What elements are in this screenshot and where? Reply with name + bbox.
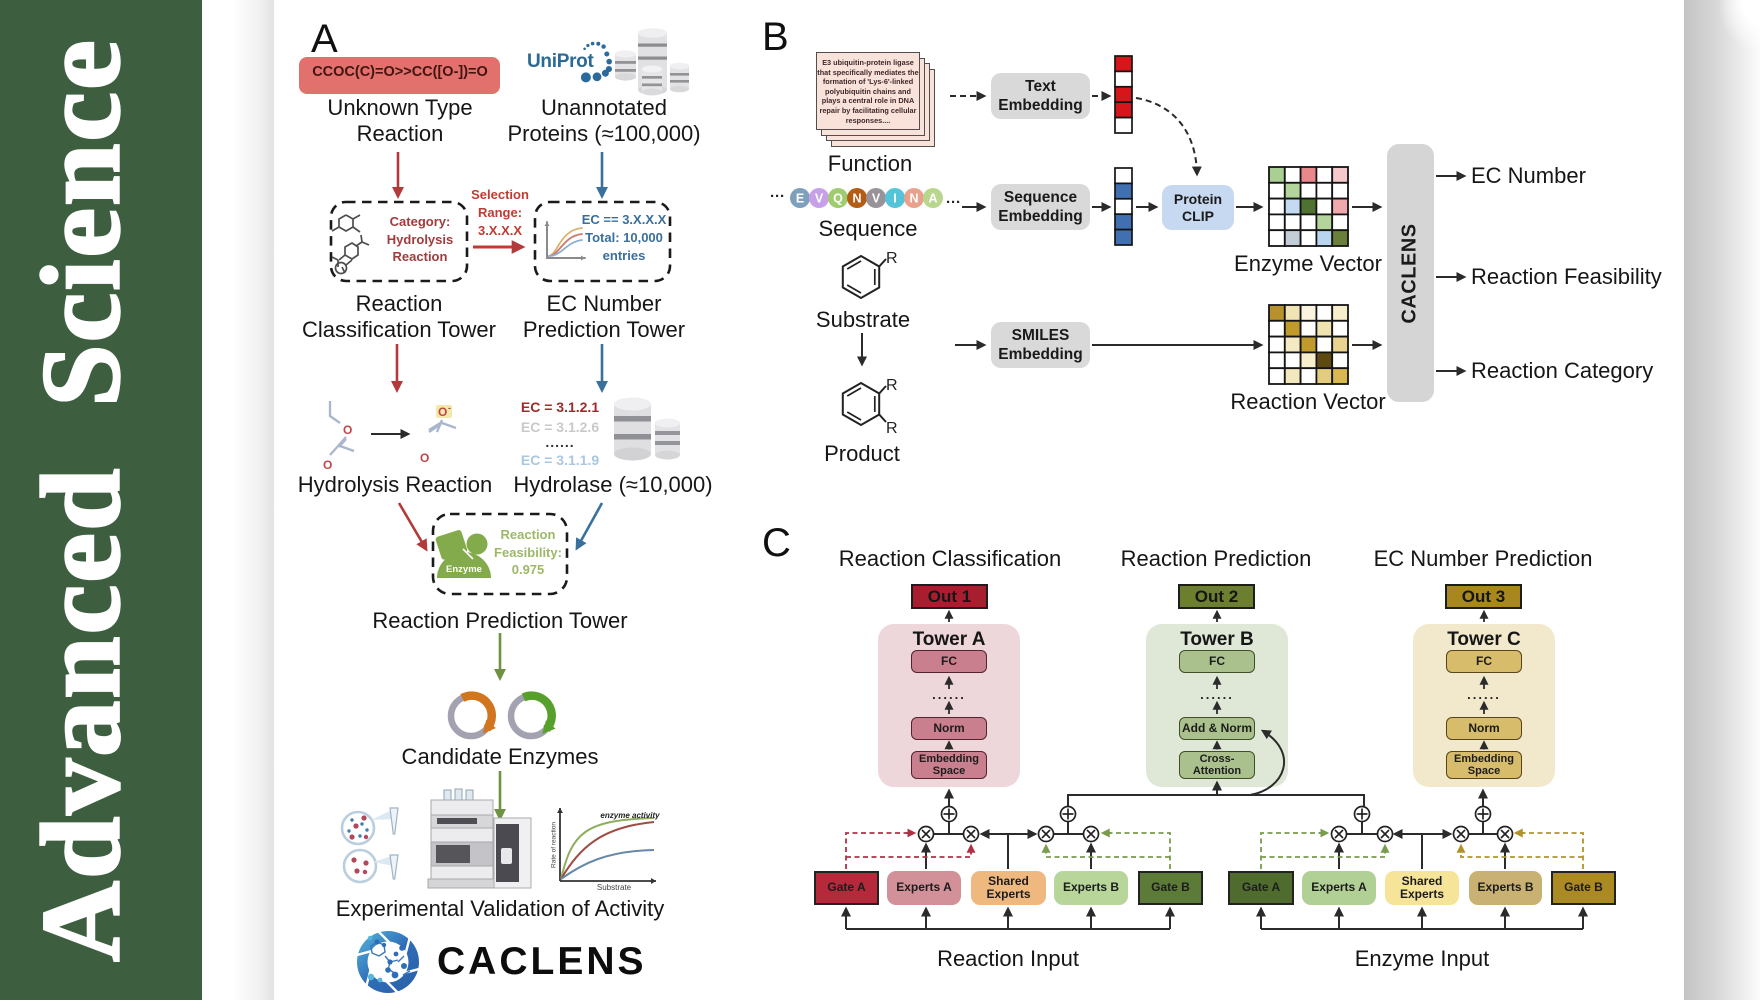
svg-text:......: ...... (1467, 687, 1501, 702)
svg-text:R: R (886, 377, 898, 394)
svg-text:O: O (438, 405, 447, 419)
svg-text:···: ··· (770, 188, 785, 205)
svg-text:I: I (893, 192, 896, 206)
svg-text:Rate of reaction: Rate of reaction (551, 822, 558, 868)
svg-text:R: R (886, 420, 898, 437)
svg-text:enzyme activity: enzyme activity (600, 811, 660, 820)
svg-text:Enzyme: Enzyme (446, 564, 482, 575)
svg-text:N: N (909, 192, 918, 206)
svg-text:···: ··· (946, 194, 961, 211)
svg-text:O: O (323, 458, 332, 472)
svg-text:A: A (928, 192, 937, 206)
svg-text:......: ...... (932, 687, 966, 702)
svg-text:N: N (852, 192, 861, 206)
svg-text:Substrate: Substrate (597, 883, 632, 892)
svg-text:......: ...... (1200, 687, 1234, 702)
svg-text:V: V (815, 192, 824, 206)
svg-text:O: O (343, 423, 352, 437)
svg-text:-: - (448, 403, 451, 413)
svg-text:E: E (796, 192, 804, 206)
svg-text:V: V (872, 192, 881, 206)
svg-text:R: R (886, 250, 898, 267)
svg-text:Q: Q (833, 192, 843, 206)
svg-text:O: O (420, 451, 429, 465)
